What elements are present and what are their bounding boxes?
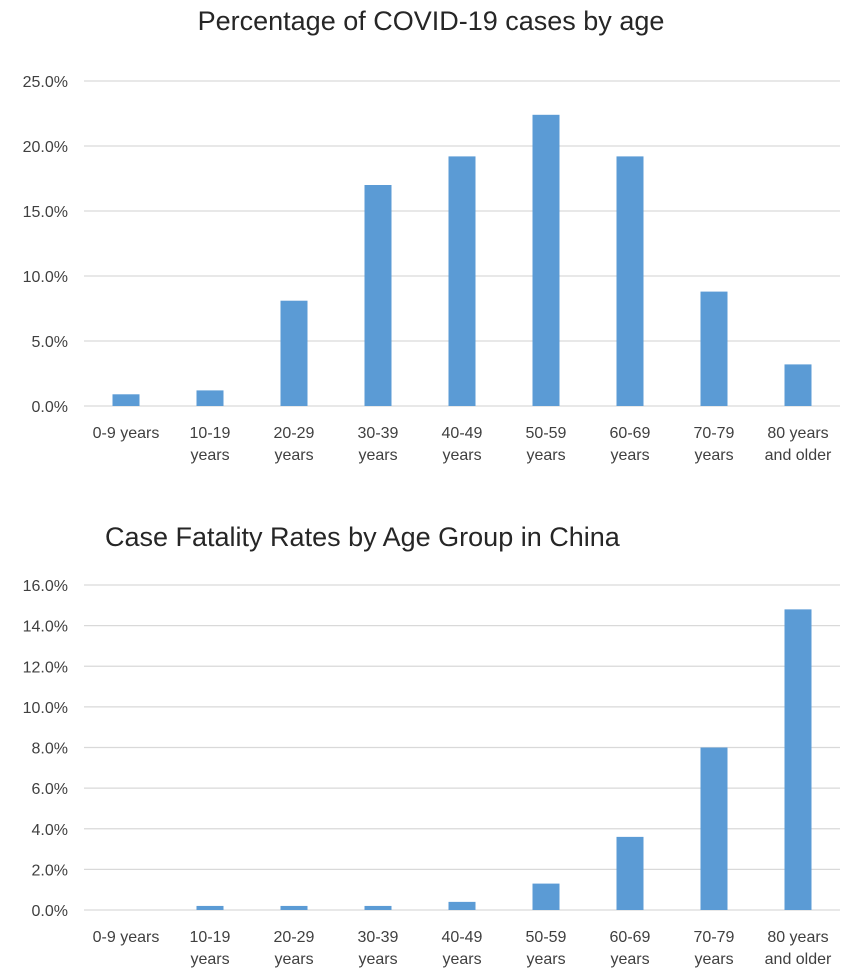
x-tick-label: years: [610, 447, 649, 464]
y-tick-label: 0.0%: [32, 903, 68, 920]
x-tick-label: 80 years: [767, 425, 828, 442]
y-tick-label: 25.0%: [23, 74, 68, 91]
y-tick-label: 6.0%: [32, 781, 68, 798]
cases-by-age-plot: 0.0% 5.0% 10.0% 15.0% 20.0% 25.0% 0-9 years 10-…: [23, 74, 840, 464]
chart-title: Percentage of COVID-19 cases by age: [197, 6, 665, 36]
bar: [700, 747, 728, 910]
bar: [532, 114, 560, 407]
x-tick-label: 40-49: [442, 425, 483, 442]
x-tick-label: years: [274, 447, 313, 464]
x-tick-label: 20-29: [274, 425, 315, 442]
x-tick-label: and older: [765, 951, 832, 968]
x-tick-label: years: [442, 447, 481, 464]
bar: [700, 291, 728, 406]
x-tick-label: 50-59: [526, 425, 567, 442]
y-tick-label: 8.0%: [32, 741, 68, 758]
fatality-rate-chart: Case Fatality Rates by Age Group in Chin…: [0, 508, 843, 974]
x-tick-label: 60-69: [610, 929, 651, 946]
x-tick-label: years: [526, 447, 565, 464]
x-tick-label: 80 years: [767, 929, 828, 946]
x-tick-label: years: [694, 447, 733, 464]
y-tick-label: 15.0%: [23, 204, 68, 221]
x-tick-label: 10-19: [190, 425, 231, 442]
x-tick-label: years: [190, 951, 229, 968]
x-tick-label: 30-39: [358, 425, 399, 442]
x-tick-label: years: [442, 951, 481, 968]
bar: [196, 390, 224, 406]
x-tick-label: years: [358, 447, 397, 464]
y-tick-label: 5.0%: [32, 334, 68, 351]
bar: [784, 364, 812, 406]
x-tick-label: years: [274, 951, 313, 968]
y-tick-label: 12.0%: [23, 659, 68, 676]
x-tick-label: 0-9 years: [93, 425, 160, 442]
bar: [532, 883, 560, 910]
chart-title: Case Fatality Rates by Age Group in Chin…: [105, 522, 620, 552]
x-tick-label: 20-29: [274, 929, 315, 946]
y-tick-label: 4.0%: [32, 822, 68, 839]
bar: [448, 156, 476, 406]
x-tick-label: 0-9 years: [93, 929, 160, 946]
bar: [280, 905, 308, 910]
x-tick-label: 40-49: [442, 929, 483, 946]
bar: [448, 901, 476, 910]
x-tick-label: 50-59: [526, 929, 567, 946]
y-tick-label: 2.0%: [32, 862, 68, 879]
x-tick-label: years: [190, 447, 229, 464]
bar: [364, 905, 392, 910]
x-tick-label: years: [610, 951, 649, 968]
x-tick-label: 60-69: [610, 425, 651, 442]
bar: [280, 300, 308, 406]
y-tick-label: 10.0%: [23, 269, 68, 286]
x-tick-label: 30-39: [358, 929, 399, 946]
bar: [364, 185, 392, 406]
y-tick-label: 16.0%: [23, 578, 68, 595]
y-tick-label: 10.0%: [23, 700, 68, 717]
bar: [616, 156, 644, 406]
bar: [112, 394, 140, 406]
bar: [616, 836, 644, 910]
y-tick-label: 14.0%: [23, 619, 68, 636]
x-tick-label: years: [358, 951, 397, 968]
x-tick-label: years: [694, 951, 733, 968]
y-tick-label: 0.0%: [32, 399, 68, 416]
bar: [196, 905, 224, 910]
fatality-rate-plot: 0.0% 2.0% 4.0% 6.0% 8.0% 10.0% 12.0% 14.0% 16.0%…: [23, 578, 840, 968]
x-tick-label: and older: [765, 447, 832, 464]
x-tick-label: 10-19: [190, 929, 231, 946]
x-tick-label: years: [526, 951, 565, 968]
bar: [784, 609, 812, 910]
x-tick-label: 70-79: [694, 929, 735, 946]
y-tick-label: 20.0%: [23, 139, 68, 156]
x-tick-label: 70-79: [694, 425, 735, 442]
cases-by-age-chart: Percentage of COVID-19 cases by age 0.0%…: [0, 0, 843, 480]
